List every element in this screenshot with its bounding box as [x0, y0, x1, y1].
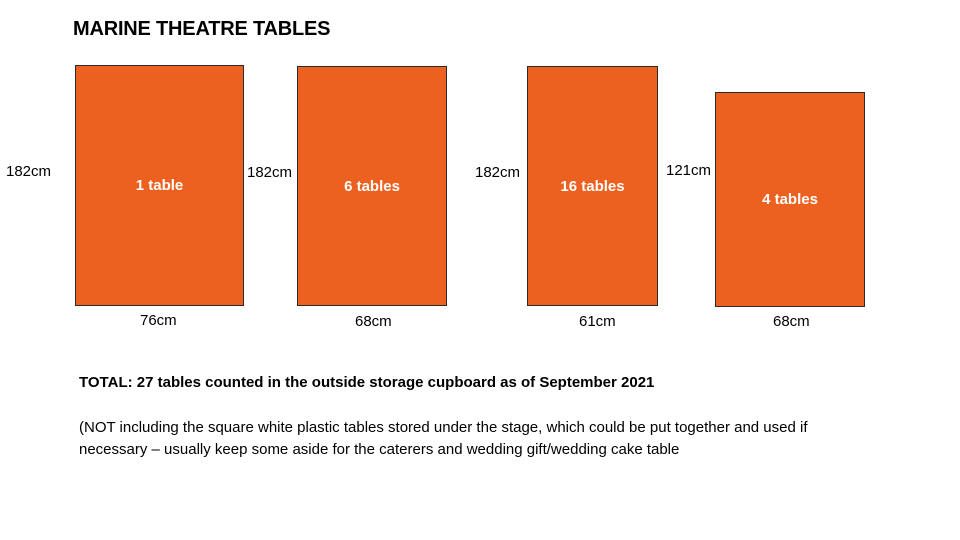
table-4-width-label: 68cm: [773, 313, 810, 330]
table-2-length-label: 182cm: [247, 164, 293, 181]
table-4-shape: 4 tables: [715, 92, 865, 307]
table-3-count-label: 16 tables: [560, 177, 625, 195]
table-4-count-label: 4 tables: [762, 191, 818, 208]
table-4-length-label: 121cm: [666, 162, 712, 179]
total-summary: TOTAL: 27 tables counted in the outside …: [79, 374, 655, 391]
table-1-length-label: 182cm: [6, 163, 52, 180]
table-2-width-label: 68cm: [355, 313, 392, 330]
table-2-count-label: 6 tables: [344, 177, 400, 195]
note-paragraph: (NOT including the square white plastic …: [79, 419, 808, 458]
table-3-width-label: 61cm: [579, 313, 616, 330]
table-3-length-label: 182cm: [475, 164, 521, 181]
table-2-shape: 6 tables: [297, 66, 447, 306]
table-1-width-label: 76cm: [140, 312, 177, 329]
table-1-shape: 1 table: [75, 65, 244, 306]
table-3-shape: 16 tables: [527, 66, 658, 306]
slide-title: MARINE THEATRE TABLES: [73, 18, 331, 40]
table-1-count-label: 1 table: [135, 177, 184, 194]
